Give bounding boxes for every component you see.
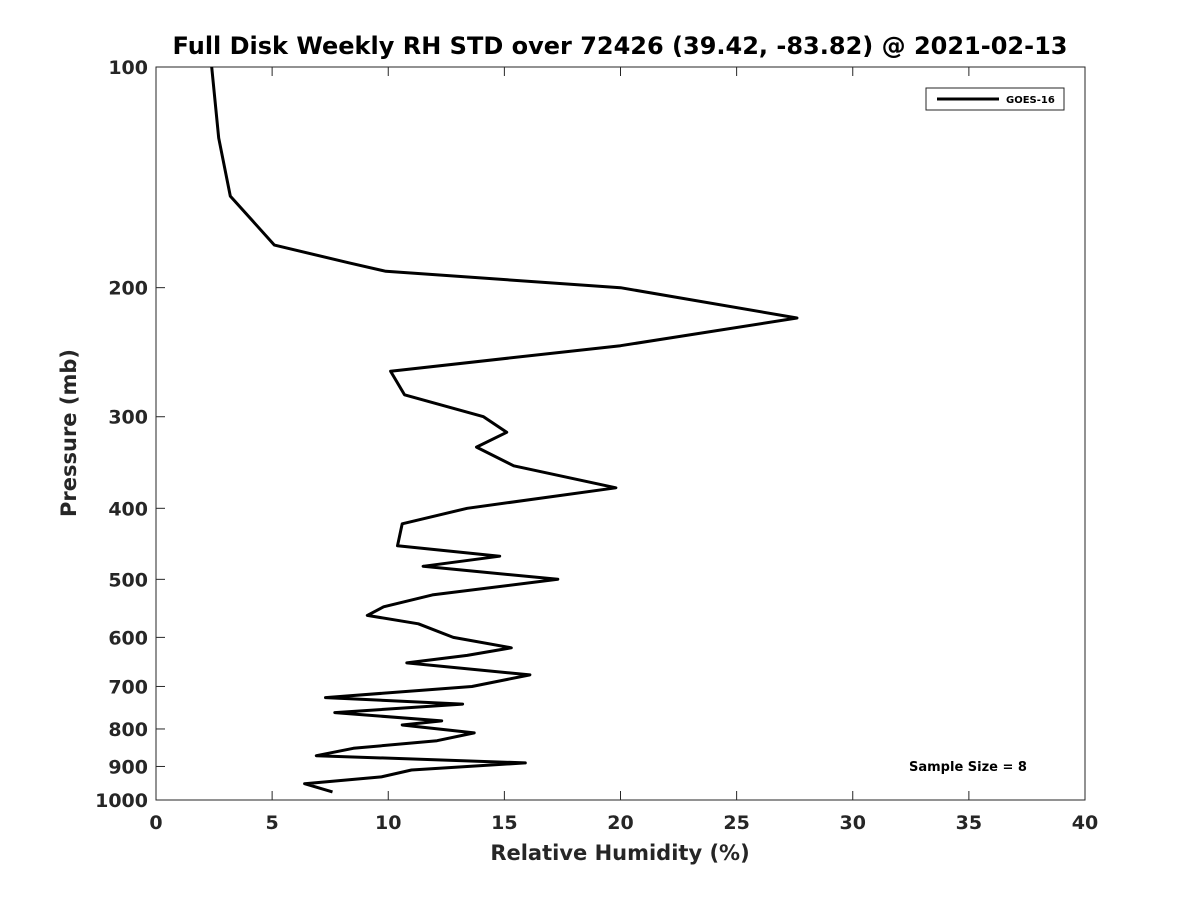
axis-ticks: 0 5 10 15 20 25 30 35 40 100 200 300 400 500 600 700 800…	[95, 57, 1098, 834]
legend-entry-goes-16: GOES-16	[1006, 95, 1055, 106]
y-tick-label: 100	[108, 57, 148, 79]
x-tick-label: 15	[491, 812, 517, 834]
series-line-goes-16	[210, 66, 799, 794]
x-tick-label: 10	[375, 812, 401, 834]
y-tick-label: 1000	[95, 790, 148, 812]
y-tick-label: 400	[108, 498, 148, 520]
plot-area	[155, 66, 1086, 801]
legend: GOES-16	[925, 87, 1065, 111]
y-tick-label: 600	[108, 627, 148, 649]
x-axis-label: Relative Humidity (%)	[490, 841, 749, 865]
x-tick-label: 0	[149, 812, 162, 834]
x-tick-label: 25	[723, 812, 749, 834]
y-tick-label: 200	[108, 278, 148, 300]
x-tick-label: 40	[1072, 812, 1098, 834]
y-tick-label: 700	[108, 676, 148, 698]
y-tick-label: 900	[108, 756, 148, 778]
y-tick-label: 800	[108, 719, 148, 741]
x-tick-label: 35	[956, 812, 982, 834]
x-tick-label: 20	[607, 812, 633, 834]
sample-size-annotation: Sample Size = 8	[909, 760, 1027, 775]
y-tick-label: 500	[108, 569, 148, 591]
chart-title: Full Disk Weekly RH STD over 72426 (39.4…	[173, 32, 1068, 60]
x-tick-label: 30	[840, 812, 866, 834]
y-tick-label: 300	[108, 407, 148, 429]
x-tick-label: 5	[266, 812, 279, 834]
y-axis-label: Pressure (mb)	[57, 349, 81, 517]
